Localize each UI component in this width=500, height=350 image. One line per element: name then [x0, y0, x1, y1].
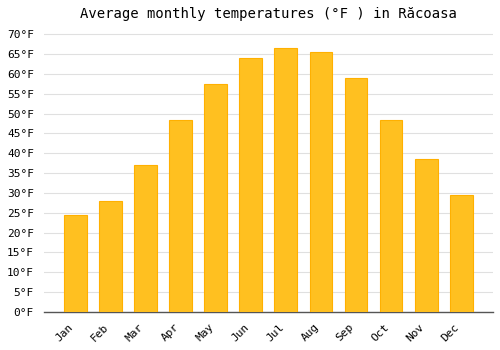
Bar [134, 165, 157, 312]
Title: Average monthly temperatures (°F ) in Răcoasa: Average monthly temperatures (°F ) in Ră… [80, 7, 457, 21]
Bar [240, 58, 262, 312]
Bar [450, 195, 472, 312]
Bar [380, 119, 402, 312]
Bar [204, 84, 227, 312]
Bar [170, 119, 192, 312]
Bar [64, 215, 87, 312]
Bar [274, 48, 297, 312]
Bar [344, 78, 368, 312]
Bar [99, 201, 122, 312]
Bar [415, 159, 438, 312]
Bar [310, 52, 332, 312]
